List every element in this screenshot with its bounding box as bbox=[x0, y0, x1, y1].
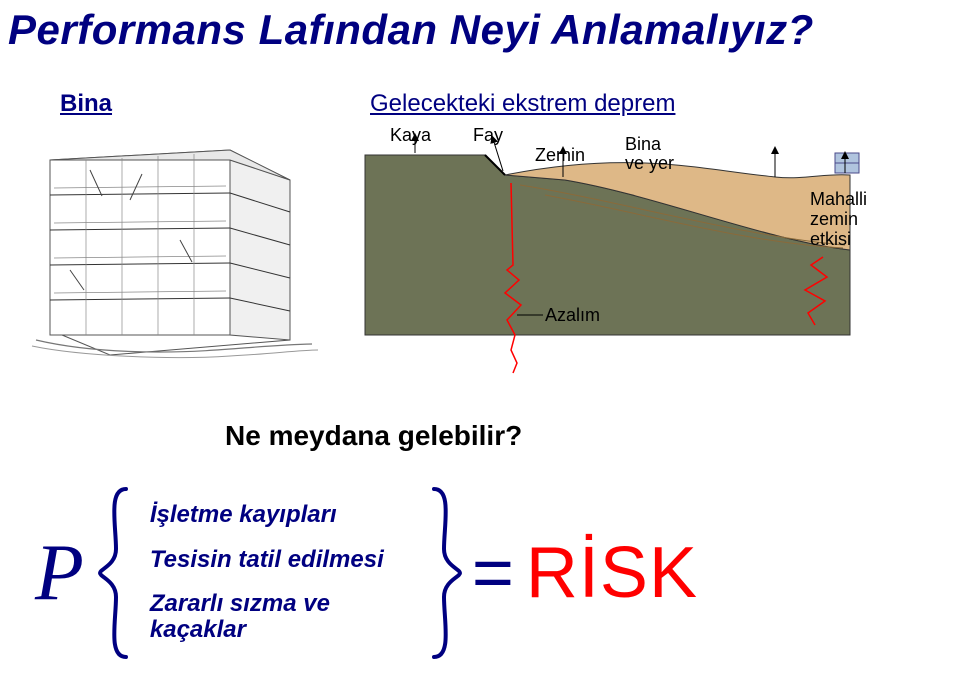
question-text: Ne meydana gelebilir? bbox=[225, 420, 522, 452]
risk-item-3: Zararlı sızma ve kaçaklar bbox=[150, 591, 410, 644]
building-illustration bbox=[30, 130, 320, 370]
label-azalim: Azalım bbox=[545, 305, 600, 326]
label-fay: Fay bbox=[473, 125, 503, 146]
label-bina-ve-yer: Bina ve yer bbox=[625, 135, 674, 173]
page-title: Performans Lafından Neyi Anlamalıyız? bbox=[8, 6, 814, 54]
equals-sign: = bbox=[472, 532, 514, 614]
label-mahalli: Mahalli zemin etkisi bbox=[810, 190, 867, 249]
risk-items: İşletme kayıpları Tesisin tatil edilmesi… bbox=[134, 502, 426, 644]
geology-diagram: Kaya Fay Zemin Bina ve yer Azalım Mahall… bbox=[345, 125, 905, 375]
risk-item-1: İşletme kayıpları bbox=[150, 502, 410, 528]
bina-heading: Bina bbox=[60, 90, 112, 118]
left-brace-icon bbox=[94, 483, 134, 663]
risk-item-2: Tesisin tatil edilmesi bbox=[150, 547, 410, 573]
label-kaya: Kaya bbox=[390, 125, 431, 146]
geology-heading: Gelecekteki ekstrem deprem bbox=[370, 90, 675, 118]
risk-word: RİSK bbox=[526, 532, 698, 614]
probability-p: P bbox=[35, 528, 84, 619]
label-zemin: Zemin bbox=[535, 145, 585, 166]
risk-equation: P İşletme kayıpları Tesisin tatil edilme… bbox=[35, 478, 935, 668]
right-brace-icon bbox=[426, 483, 466, 663]
